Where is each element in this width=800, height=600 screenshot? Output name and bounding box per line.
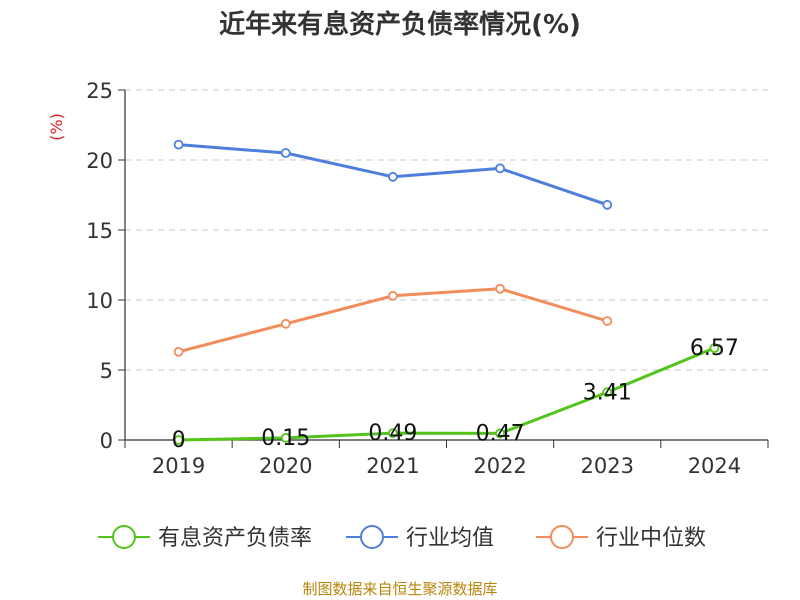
data-labels: 0 0.15 0.49 0.47 3.41 6.57 (172, 336, 739, 453)
data-point (709, 343, 720, 353)
data-point (173, 139, 184, 150)
axes: 0 5 10 15 20 25 (%) 2019 2020 2021 2022 2023 2024 (47, 79, 769, 478)
x-tick-label: 2023 (581, 454, 634, 478)
data-point (388, 428, 398, 439)
y-tick-label: 25 (86, 79, 113, 103)
y-tick-label: 15 (86, 219, 113, 243)
y-tick-label: 5 (100, 359, 113, 383)
legend-label: 行业中位数 (596, 526, 706, 551)
data-label: 0.47 (476, 421, 525, 446)
y-tick-label: 10 (86, 289, 113, 313)
data-source-note: 制图数据来自恒生聚源数据库 (302, 580, 498, 598)
data-point (280, 318, 291, 329)
legend: 有息资产负债率 行业均值 行业中位数 (98, 525, 706, 551)
legend-label: 有息资产负债率 (158, 526, 312, 551)
x-tick-label: 2021 (366, 454, 419, 478)
data-point (495, 283, 505, 294)
data-label: 0 (172, 428, 186, 453)
legend-marker (360, 525, 384, 549)
data-point (602, 316, 613, 326)
data-point (280, 148, 291, 158)
x-tick-label: 2020 (259, 454, 312, 478)
legend-label: 行业均值 (406, 526, 494, 551)
data-label: 3.41 (583, 380, 632, 405)
y-tick-label: 0 (100, 429, 113, 453)
data-label: 6.57 (690, 336, 739, 361)
series (173, 139, 720, 445)
data-point (602, 387, 613, 398)
data-point (280, 432, 291, 443)
chart-title: 近年来有息资产负债率情况(%) (219, 10, 581, 40)
data-point (495, 163, 505, 174)
y-axis-label: (%) (47, 113, 66, 141)
x-tick-label: 2022 (473, 454, 526, 478)
data-point (602, 199, 613, 210)
series-line (178, 346, 715, 442)
data-point (495, 428, 505, 439)
y-tick-label: 20 (86, 149, 113, 173)
x-tick-label: 2019 (152, 454, 205, 478)
data-point (173, 346, 184, 357)
data-point (388, 290, 398, 301)
data-point (173, 435, 184, 445)
x-tick-label: 2024 (688, 454, 741, 478)
data-label: 0.15 (261, 426, 310, 451)
legend-marker (112, 525, 136, 549)
data-label: 0.49 (368, 421, 417, 446)
grid-lines (125, 89, 768, 371)
legend-marker (550, 525, 574, 549)
data-point (388, 171, 398, 182)
